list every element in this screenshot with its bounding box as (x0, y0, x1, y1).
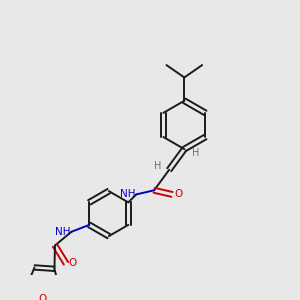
Text: O: O (68, 258, 76, 268)
Text: O: O (174, 189, 182, 200)
Text: NH: NH (120, 189, 135, 200)
Text: H: H (192, 148, 200, 158)
Text: H: H (154, 160, 161, 171)
Text: NH: NH (55, 227, 70, 237)
Text: O: O (38, 294, 46, 300)
